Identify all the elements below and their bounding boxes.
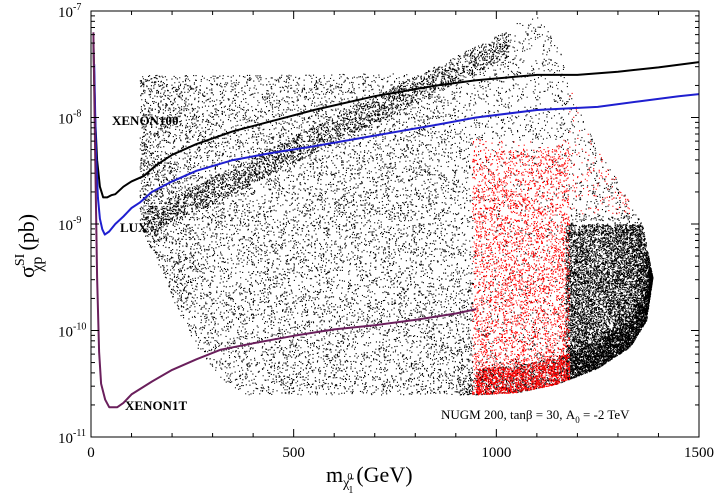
label-lux: LUX: [120, 220, 148, 235]
curves-layer: [92, 32, 699, 409]
annotation: NUGM 200, tanβ = 30, A0 = -2 TeV: [441, 407, 630, 425]
scatter-points-black: [139, 17, 654, 396]
x-label-m: m: [326, 462, 343, 487]
y-tick-label: 10-11: [58, 428, 86, 447]
scatter-points-red: [472, 92, 630, 396]
x-label-subsup: 0: [347, 472, 352, 483]
x-tick-label: 1000: [481, 445, 511, 461]
x-tick-label: 0: [87, 445, 95, 461]
annotation-sub: 0: [575, 415, 580, 425]
x-label-unit: (GeV): [356, 462, 412, 487]
curve-xenon1t: [92, 32, 477, 409]
y-tick-label: 10-9: [58, 215, 81, 234]
y-tick-label: 10-8: [58, 109, 81, 128]
y-label-unit: (pb): [14, 214, 39, 251]
ticks-layer: [90, 10, 700, 438]
x-label-subsub: 1: [348, 485, 353, 496]
curve-xenon100: [92, 42, 699, 199]
y-axis-label: σSIχp (pb): [13, 214, 46, 278]
annotation-text-a: NUGM 200, tanβ = 30, A: [441, 407, 576, 422]
x-tick-label: 500: [282, 445, 305, 461]
y-label-sub: χp: [29, 257, 46, 273]
label-xenon1t: XENON1T: [125, 398, 187, 413]
y-tick-label: 10-10: [58, 322, 86, 341]
y-label-sup: SI: [13, 253, 28, 266]
y-label-sigma: σ: [14, 266, 39, 278]
scatter-layer: [139, 17, 654, 396]
annotation-text-b: = -2 TeV: [580, 407, 630, 422]
label-xenon100: XENON100: [112, 113, 178, 128]
tick-labels: 0 500 1000 1500 10-11 10-10 10-9 10-8 10-7: [58, 2, 714, 461]
x-axis-label: mχ̃10 (GeV): [326, 462, 413, 496]
y-tick-label: 10-7: [58, 2, 81, 21]
curve-lux: [93, 64, 699, 236]
x-tick-label: 1500: [684, 445, 714, 461]
